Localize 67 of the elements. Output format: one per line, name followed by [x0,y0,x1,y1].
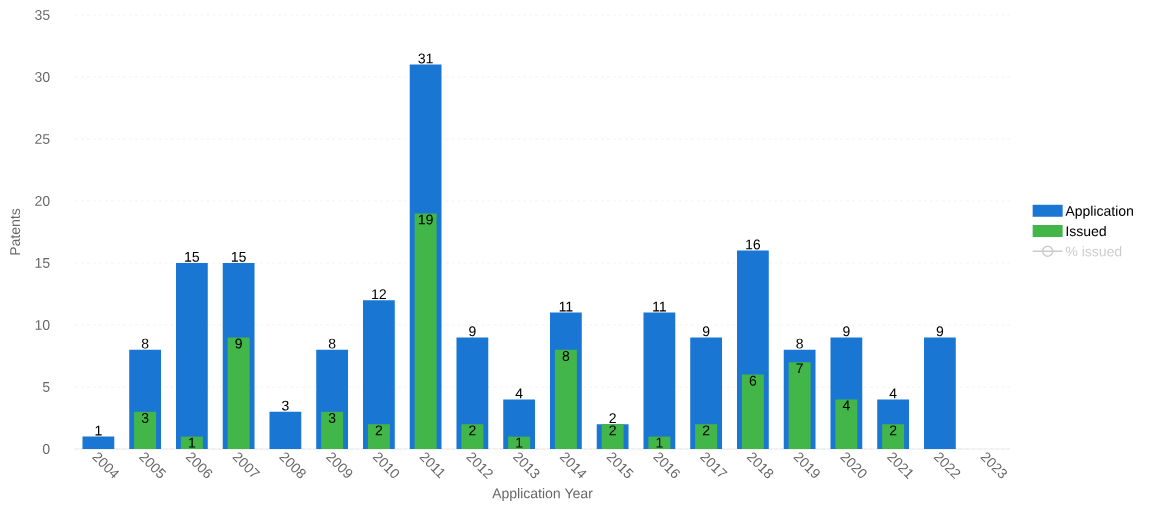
data-label: 9 [469,326,476,337]
data-label: 2 [469,425,476,436]
bar [923,337,956,449]
y-tick-label: 5 [42,382,50,392]
data-label: 9 [702,326,710,337]
data-label: 8 [328,338,336,349]
bar [695,424,718,449]
y-tick-label: 35 [35,10,50,20]
bar [788,362,811,449]
bar [643,312,676,449]
bar [554,349,577,449]
data-label: 9 [843,326,850,337]
data-label: 2 [702,425,710,436]
data-label: 2 [889,425,897,436]
data-label: 9 [936,326,944,337]
data-label: 31 [418,53,433,64]
bar [835,399,858,449]
y-tick-label: 20 [35,196,50,206]
legend-label: Application [1065,205,1133,219]
y-tick-label: 10 [35,320,50,330]
data-label: 3 [328,412,336,423]
y-tick-label: 0 [42,444,50,454]
y-tick-label: 30 [35,72,50,82]
bar [269,411,302,449]
bar [367,424,390,449]
y-tick-label: 15 [35,258,50,268]
data-label: 4 [515,388,523,399]
data-label: 2 [375,425,383,436]
data-label: 19 [418,214,433,225]
bar [227,337,250,449]
bar [82,436,115,449]
data-label: 3 [282,400,289,411]
y-tick-label: 25 [35,134,50,144]
bar [461,424,484,449]
bar [882,424,905,449]
data-label: 11 [653,301,666,312]
data-label: 9 [235,338,242,349]
bar [648,436,671,449]
data-label: 16 [746,239,761,250]
data-label: 15 [185,252,200,262]
data-label: 1 [516,437,523,448]
bar [175,263,208,449]
data-label: 4 [842,400,850,411]
bar [601,424,624,449]
data-label: 15 [231,252,246,262]
x-axis-title: Application Year [492,488,593,502]
data-label: 1 [189,437,196,448]
data-label: 8 [562,350,570,361]
data-label: 1 [95,425,102,436]
bar [414,213,437,449]
bar [321,411,344,449]
data-label: 11 [559,301,573,312]
bar [741,374,764,449]
data-label: 7 [796,363,803,374]
data-label: 8 [796,338,803,349]
data-label: 12 [372,289,386,299]
y-axis-title: Patents [10,208,21,255]
data-label: 2 [609,413,616,423]
bar [134,411,157,449]
legend-label: Issued [1066,225,1106,237]
data-label: 8 [141,338,149,349]
data-label: 2 [609,425,616,436]
bar [508,436,531,449]
data-label: 4 [889,388,897,399]
data-label: 6 [749,375,757,386]
data-label: 3 [141,412,149,423]
data-label: 1 [656,437,663,448]
